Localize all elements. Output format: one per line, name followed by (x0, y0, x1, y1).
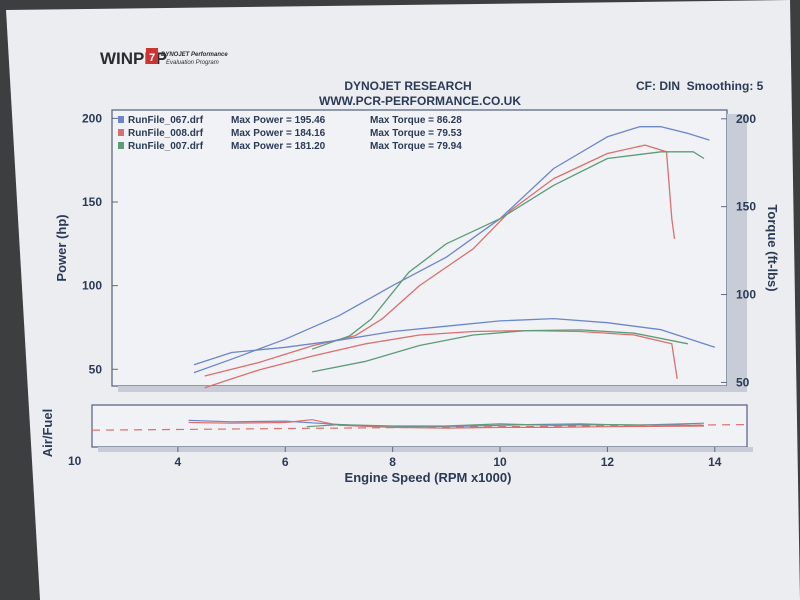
winpep-logo: WINPEP 7 DYNOJET Performance Evaluation … (100, 48, 228, 68)
legend-swatch (118, 142, 124, 149)
power-torque-plot-shadow (727, 114, 747, 392)
page-title: DYNOJET RESEARCH (344, 79, 471, 93)
legend-file: RunFile_008.drf (128, 128, 204, 139)
rpm-tick-label: 10 (493, 455, 507, 469)
legend-max-torque: Max Torque = 79.53 (370, 128, 462, 139)
torque-curve (204, 329, 678, 389)
legend-max-torque: Max Torque = 86.28 (370, 115, 462, 126)
torque-curve (193, 317, 716, 366)
legend-max-power: Max Power = 195.46 (231, 115, 326, 126)
air-fuel-axis-title: Air/Fuel (40, 409, 55, 457)
torque-curve (311, 329, 689, 373)
legend-entry: RunFile_067.drf Max Power = 195.46 Max T… (118, 115, 462, 126)
rpm-tick-label: 14 (708, 455, 722, 469)
power-tick-label: 50 (89, 362, 103, 376)
power-torque-plot-shadow-bottom (118, 386, 747, 392)
air-fuel-curve (306, 423, 705, 428)
logo-badge (146, 48, 158, 64)
page-url: WWW.PCR-PERFORMANCE.CO.UK (319, 94, 521, 108)
legend: RunFile_067.drf Max Power = 195.46 Max T… (118, 115, 462, 152)
tick-layer: 50 100 150 200 50 100 150 200 4 6 8 10 12 14 (82, 111, 756, 469)
power-axis-title: Power (hp) (54, 214, 69, 281)
torque-tick-label: 150 (736, 200, 756, 214)
torque-tick-label: 100 (736, 288, 756, 302)
correction-factor-label: CF: DIN Smoothing: 5 (636, 79, 764, 93)
logo-line-1: DYNOJET Performance (161, 52, 228, 58)
legend-swatch (118, 116, 124, 123)
torque-tick-label: 200 (736, 112, 756, 126)
legend-max-power: Max Power = 184.16 (231, 128, 326, 139)
rpm-axis-title: Engine Speed (RPM x1000) (345, 470, 512, 485)
power-curve (204, 144, 676, 377)
power-tick-label: 100 (82, 279, 102, 293)
rpm-tick-label: 8 (389, 455, 396, 469)
legend-max-torque: Max Torque = 79.94 (370, 141, 462, 152)
legend-max-power: Max Power = 181.20 (231, 141, 326, 152)
torque-axis-title: Torque (ft-lbs) (765, 204, 780, 291)
rpm-tick-label: 12 (601, 455, 615, 469)
power-tick-label: 150 (82, 195, 102, 209)
air-fuel-tick-label: 10 (68, 454, 82, 468)
rpm-tick-label: 6 (282, 455, 289, 469)
power-curve (311, 151, 705, 350)
air-fuel-target-line (91, 424, 748, 431)
legend-file: RunFile_067.drf (128, 115, 204, 126)
legend-file: RunFile_007.drf (128, 141, 204, 152)
torque-tick-label: 50 (736, 375, 750, 389)
legend-entry: RunFile_008.drf Max Power = 184.16 Max T… (118, 128, 462, 139)
logo-badge-text: 7 (149, 52, 155, 64)
rpm-tick-label: 4 (175, 455, 182, 469)
air-fuel-plot-shadow (98, 447, 753, 452)
power-tick-label: 200 (82, 111, 102, 125)
curve-layer (91, 126, 748, 431)
legend-entry: RunFile_007.drf Max Power = 181.20 Max T… (118, 141, 462, 152)
legend-swatch (118, 129, 124, 136)
logo-line-2: Evaluation Program (166, 60, 219, 66)
